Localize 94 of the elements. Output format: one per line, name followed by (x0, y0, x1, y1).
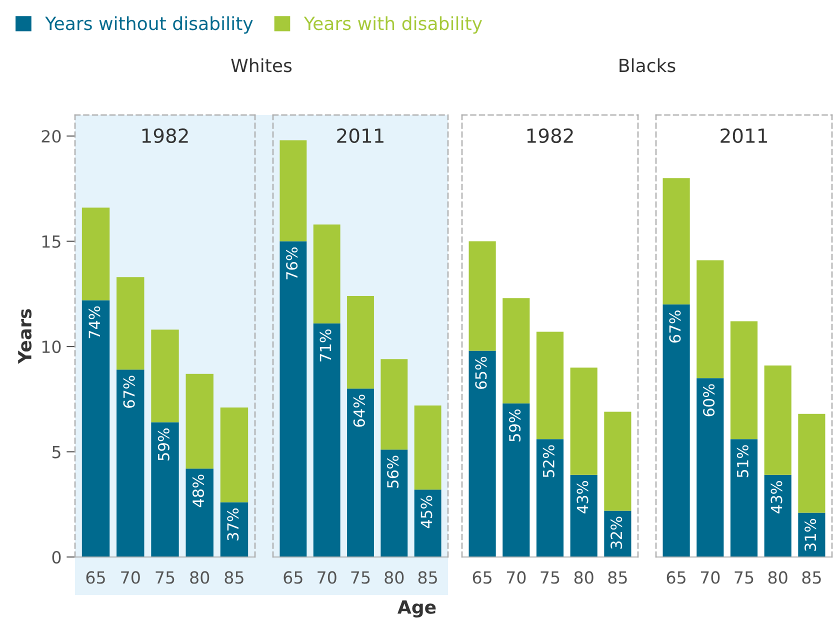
annotation: 37% (227, 508, 239, 540)
bar (186, 468, 214, 557)
bar (347, 388, 374, 557)
annotation: 45% (420, 496, 432, 528)
x-tick-label: 70 (318, 571, 336, 584)
bar (82, 208, 110, 300)
annotation: 60% (703, 384, 715, 416)
bar (380, 450, 408, 557)
text: Blacks (620, 58, 676, 72)
x-tick-label: 70 (506, 571, 526, 584)
x-tick-label: 80 (574, 571, 594, 584)
bar (662, 304, 690, 557)
y-tick-label: 5 (52, 446, 60, 458)
x-tick-label: 75 (540, 571, 560, 584)
text: 1982 (142, 128, 188, 144)
annotation: 56% (387, 456, 399, 488)
bar (536, 439, 564, 557)
x-tick-label: 80 (384, 571, 404, 584)
y-axis-title: Years (18, 309, 32, 364)
bar (280, 241, 307, 557)
x-tick-label: 65 (666, 571, 686, 584)
annotation: 43% (770, 481, 782, 514)
text: 2011 (337, 128, 384, 144)
annotation: 67% (669, 310, 681, 343)
bar (468, 350, 496, 557)
bar (116, 370, 144, 557)
y-tick-label: 15 (42, 235, 60, 248)
bar (151, 330, 179, 422)
x-tick-label: 75 (734, 571, 754, 584)
y-tick-label: 20 (42, 130, 61, 143)
bar (151, 422, 179, 557)
x-tick-label: 80 (768, 571, 788, 584)
bar (502, 298, 530, 404)
bar (347, 296, 374, 389)
x-tick-label: 70 (121, 571, 140, 584)
bar (696, 260, 724, 378)
bar (220, 408, 248, 502)
bar (502, 403, 530, 557)
bar (186, 374, 214, 469)
x-tick-label: 85 (418, 571, 437, 584)
bar (570, 474, 598, 557)
annotation: 59% (158, 428, 170, 460)
x-tick-label: 65 (284, 571, 302, 584)
bar (313, 224, 340, 324)
x-tick-label: 75 (156, 571, 174, 584)
annotation: 31% (804, 518, 816, 551)
bar (82, 300, 110, 557)
bar (730, 321, 758, 440)
text: Whites (231, 58, 292, 72)
annotation: 67% (123, 376, 135, 408)
bar (536, 332, 564, 440)
bar (696, 378, 724, 557)
legend-label: Years without disability (45, 16, 253, 34)
annotation: 51% (736, 445, 748, 478)
x-tick-label: 80 (190, 571, 210, 584)
legend-label: Years with disability (304, 16, 482, 34)
bar (730, 439, 758, 557)
bar (604, 412, 632, 511)
annotation: 64% (353, 394, 365, 427)
x-tick-label: 85 (802, 571, 821, 584)
y-tick-label: 0 (52, 550, 61, 564)
bar (798, 414, 826, 513)
bar (380, 359, 408, 450)
bar (313, 323, 340, 557)
x-tick-label: 85 (224, 571, 244, 584)
annotation: 59% (509, 409, 521, 442)
x-tick-label: 85 (608, 571, 627, 584)
x-tick-label: 75 (351, 571, 370, 584)
bar (280, 140, 307, 242)
bar (604, 510, 632, 557)
x-tick-label: 65 (472, 571, 492, 584)
bar (414, 490, 442, 557)
annotation: 43% (576, 481, 588, 514)
text: 2011 (720, 128, 767, 144)
bar (662, 178, 690, 304)
x-tick-label: 70 (700, 571, 720, 584)
annotation: 71% (320, 329, 332, 362)
annotation: 52% (542, 445, 554, 478)
annotation: 65% (475, 356, 487, 389)
text: 1982 (527, 128, 573, 144)
bar (764, 365, 792, 475)
bar (414, 405, 442, 490)
bar (220, 502, 248, 557)
x-tick-label: 65 (86, 571, 105, 584)
annotation: 32% (610, 516, 622, 549)
bar (570, 368, 598, 475)
bar (116, 277, 144, 370)
annotation: 76% (286, 247, 298, 280)
annotation: 48% (192, 474, 204, 508)
x-axis-title: Age (398, 600, 436, 618)
annotation: 74% (88, 306, 100, 338)
y-tick-label: 10 (42, 340, 61, 354)
bar (764, 474, 792, 557)
bar (468, 241, 496, 351)
